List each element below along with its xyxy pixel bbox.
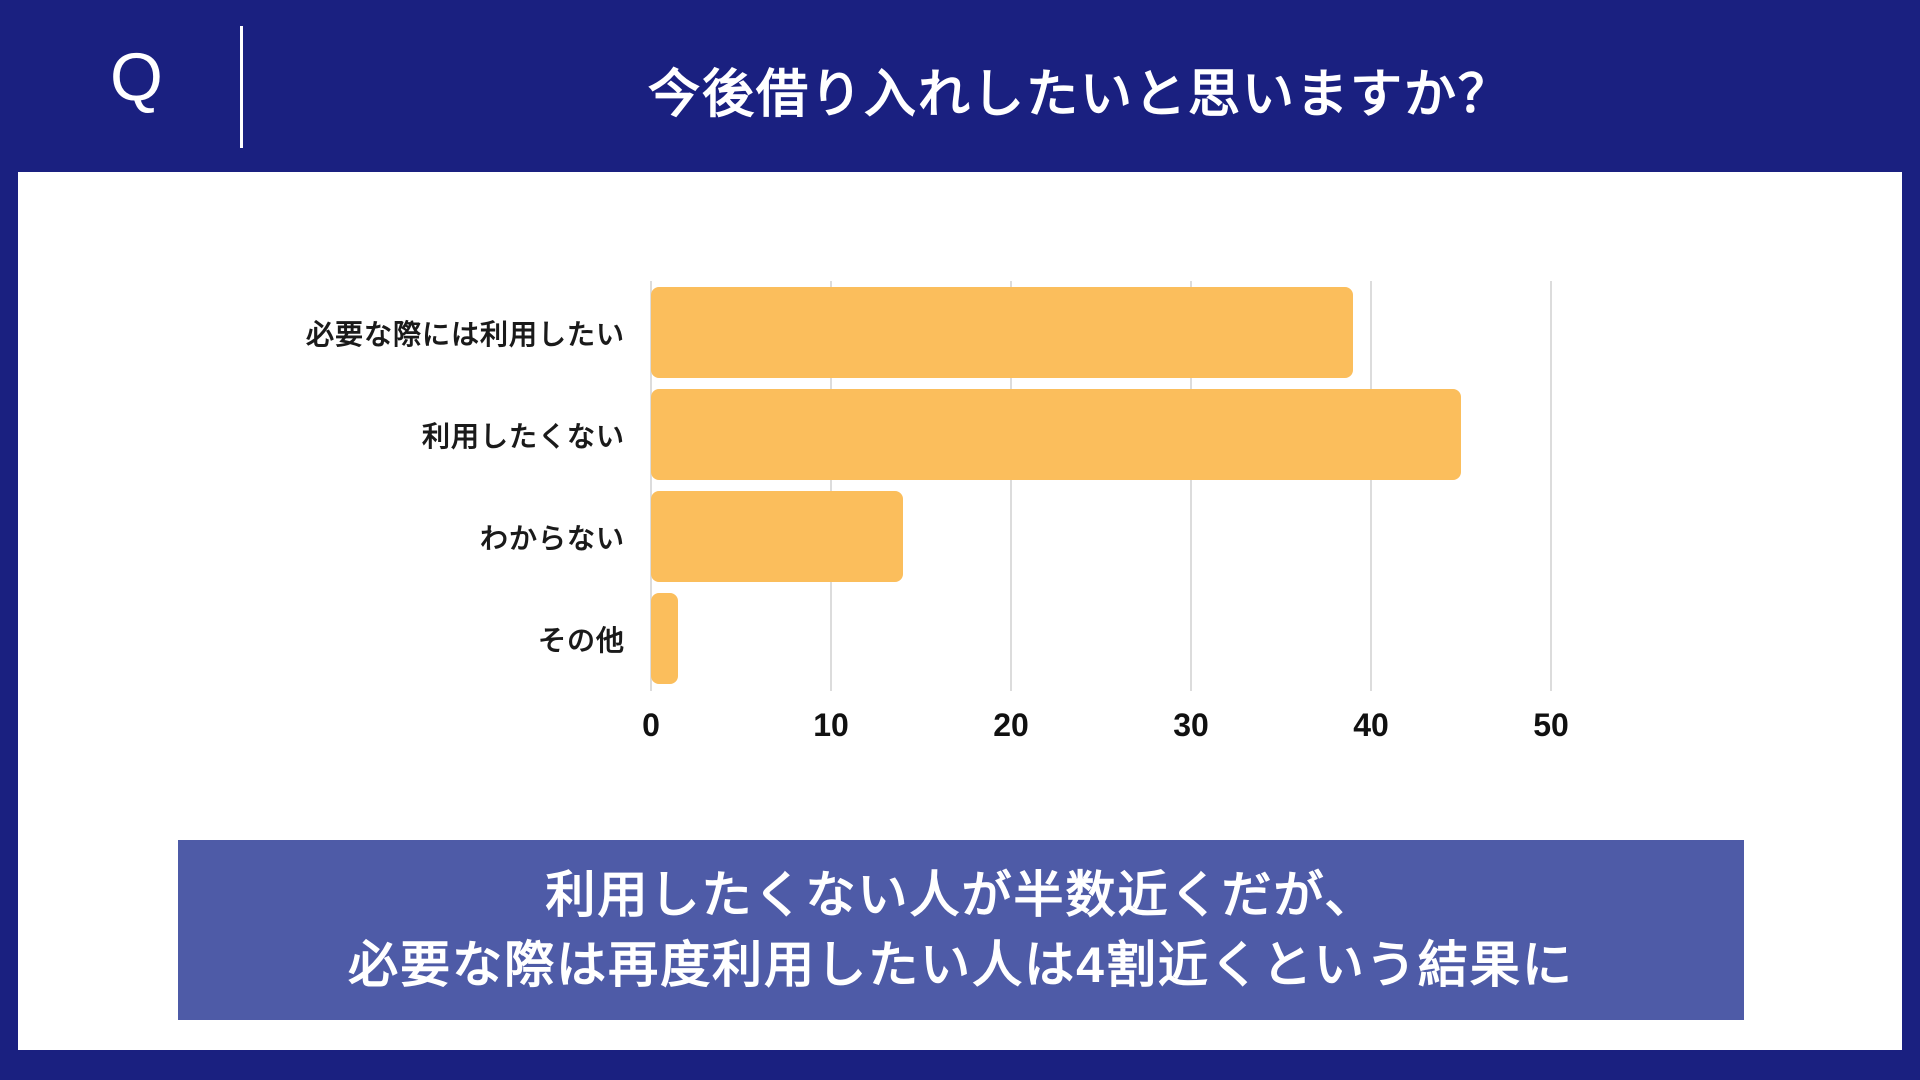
x-tick-label: 0: [642, 707, 660, 743]
bar-track: [651, 287, 1641, 378]
summary-line-1: 利用したくない人が半数近くだが、: [545, 867, 1377, 923]
question-label: Q: [110, 39, 164, 115]
summary-banner: 利用したくない人が半数近くだが、 必要な際は再度利用したい人は4割近くという結果…: [178, 840, 1744, 1020]
summary-line-2: 必要な際は再度利用したい人は4割近くという結果に: [348, 937, 1574, 993]
bar: [651, 593, 678, 684]
bar-row: その他: [160, 593, 1680, 684]
gridline: [1010, 281, 1012, 691]
gridline: [830, 281, 832, 691]
bar-track: [651, 491, 1641, 582]
gridline: [1370, 281, 1372, 691]
category-label: 利用したくない: [421, 420, 625, 452]
category-label: 必要な際には利用したい: [305, 318, 625, 350]
bar-chart: 必要な際には利用したい利用したくないわからないその他 0 10 20 30 40 50: [160, 281, 1680, 757]
bar-track: [651, 389, 1641, 480]
x-tick-label: 50: [1533, 707, 1569, 743]
bar-track: [651, 593, 1641, 684]
gridline: [1550, 281, 1552, 691]
gridline: [650, 281, 652, 691]
bar: [651, 389, 1461, 480]
gridline: [1190, 281, 1192, 691]
bar: [651, 491, 903, 582]
plot-area: [650, 281, 1641, 691]
x-tick-label: 10: [813, 707, 849, 743]
bar-row: 必要な際には利用したい: [160, 287, 1680, 378]
x-tick-label: 20: [993, 707, 1029, 743]
x-axis-ticks: 0 10 20 30 40 50: [642, 707, 1641, 751]
x-tick-label: 40: [1353, 707, 1389, 743]
bar-rows: 必要な際には利用したい利用したくないわからないその他: [160, 287, 1680, 684]
page-title: 今後借り入れしたいと思いますか？: [647, 66, 1512, 124]
category-label: その他: [537, 624, 625, 656]
category-label: わからない: [479, 522, 625, 554]
content-panel: 必要な際には利用したい利用したくないわからないその他 0 10 20 30 40 50 利…: [18, 172, 1902, 1050]
header-divider: [240, 26, 243, 148]
bar-row: わからない: [160, 491, 1680, 582]
bar-row: 利用したくない: [160, 389, 1680, 480]
x-tick-label: 30: [1173, 707, 1209, 743]
bar: [651, 287, 1353, 378]
header: Q 今後借り入れしたいと思いますか？: [0, 0, 1920, 172]
